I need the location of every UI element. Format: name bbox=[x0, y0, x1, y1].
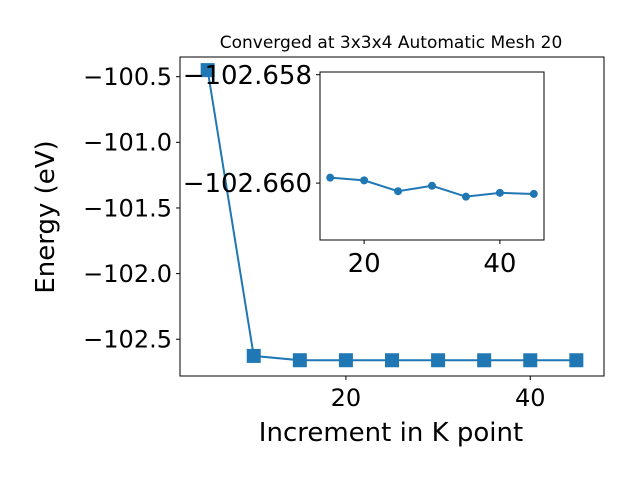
main-data-point bbox=[569, 353, 584, 368]
main-x-tick-label: 40 bbox=[515, 384, 546, 412]
inset-data-point bbox=[360, 176, 369, 185]
main-data-point bbox=[246, 348, 261, 363]
main-y-tick-label: −101.5 bbox=[83, 194, 172, 222]
inset-plot-area: 20 40 −102.660 −102.658 bbox=[183, 61, 545, 279]
main-data-point bbox=[431, 353, 446, 368]
inset-y-tick-label: −102.660 bbox=[183, 169, 312, 199]
main-y-tick-label: −101.0 bbox=[83, 129, 172, 157]
inset-x-tick-label: 40 bbox=[483, 249, 516, 279]
main-y-tick-label: −102.0 bbox=[83, 260, 172, 288]
main-data-point bbox=[477, 353, 492, 368]
main-data-point bbox=[292, 353, 307, 368]
inset-data-point bbox=[461, 192, 470, 201]
main-y-tick-label: −102.5 bbox=[83, 326, 172, 354]
main-data-point bbox=[200, 63, 215, 78]
inset-x-tick-label: 20 bbox=[348, 249, 381, 279]
inset-y-tick-label: −102.658 bbox=[183, 61, 312, 91]
main-data-point bbox=[338, 353, 353, 368]
inset-frame bbox=[319, 71, 545, 241]
inset-data-point bbox=[529, 189, 538, 198]
inset-data-point bbox=[394, 187, 403, 196]
inset-data-point bbox=[428, 181, 436, 190]
inset-data-point bbox=[495, 188, 504, 197]
main-data-point bbox=[523, 353, 538, 368]
chart-title: Converged at 3x3x4 Automatic Mesh 20 bbox=[220, 33, 563, 53]
main-y-tick-label: −100.5 bbox=[83, 63, 172, 91]
main-x-tick-label: 20 bbox=[331, 384, 362, 412]
x-axis-label: Increment in K point bbox=[259, 418, 523, 448]
inset-data-point bbox=[326, 173, 335, 182]
y-axis-label: Energy (eV) bbox=[31, 140, 61, 293]
main-data-point bbox=[385, 353, 399, 368]
